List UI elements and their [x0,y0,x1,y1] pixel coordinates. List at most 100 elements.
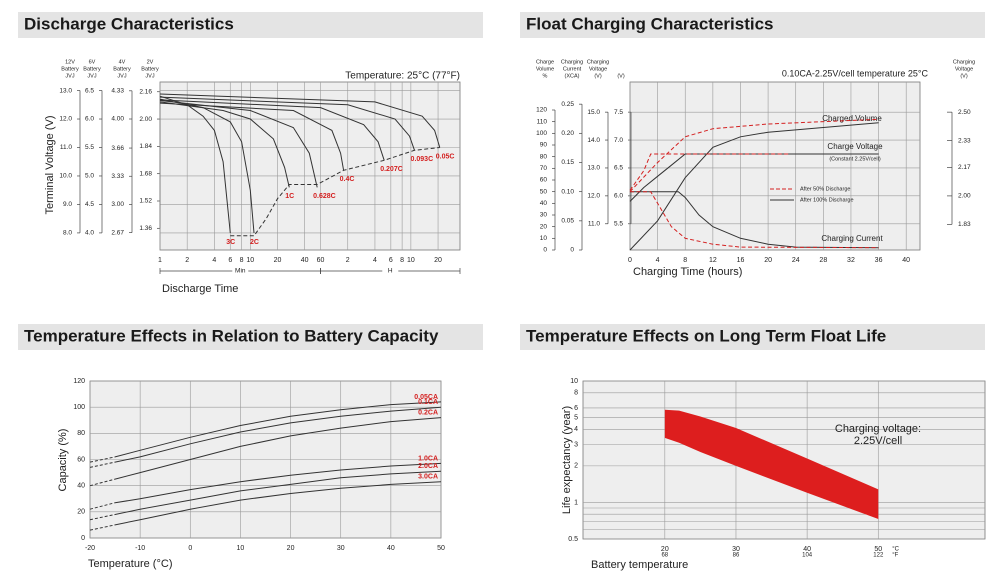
series-line [629,153,789,191]
y-tick-label: 2 [574,463,578,470]
y-tick-label: 20 [540,223,548,230]
y-tick-label: 1.84 [139,143,152,150]
series-line [89,481,442,531]
series-line [89,417,442,487]
x-tick-label: 1 [158,257,162,264]
y-tick-label: 3.33 [111,173,124,180]
plot-area [629,81,921,251]
series-line [159,100,318,188]
x-tick-label: -10 [135,545,145,552]
axis-header: JVJ [117,73,126,79]
y-tick-label: 10 [570,378,578,385]
x-tick-label: 4 [373,257,377,264]
x-tick-label: 40 [387,545,395,552]
series-line [629,122,879,251]
x-tick-label: 20 [287,545,295,552]
x-tick-label: 40 [902,257,910,264]
axis-header: 12V [65,59,75,65]
y-tick-label: 4.5 [85,201,94,208]
axis-header: % [543,73,548,79]
y-tick-label: 20 [77,509,85,516]
x-tick-label: 10 [246,257,254,264]
x-tick-label: 0 [188,545,192,552]
y-tick-label: 2.50 [958,109,971,116]
y-tick-label: 1.52 [139,198,152,205]
x-tick-label: 12 [709,257,717,264]
series-label: 3C [226,239,235,246]
x-tick-label: 40 [803,546,811,553]
axis-header: (V) [617,73,625,79]
axis-header: 2V [147,59,154,65]
y-tick-label: 6.0 [614,193,623,200]
axis-header: JVJ [87,73,96,79]
x-axis-label: Discharge Time [162,283,238,295]
y-tick-label: 7.5 [614,109,623,116]
y-tick-label: 11.0 [588,220,601,227]
y-tick-label: 15.0 [587,109,600,116]
y-tick-label: 2.17 [958,164,971,171]
x-tick-label-f: 122 [873,553,884,559]
axis-header: (XCA) [565,73,580,79]
axis-header: Battery [113,66,131,72]
annotation: Charging Current [821,234,883,243]
y-tick-label: 40 [77,483,85,490]
y-tick-label: 12.0 [59,116,72,123]
y-tick-label: 70 [540,165,548,172]
y-tick-label: 13.0 [59,87,72,94]
y-tick-label: 6.5 [614,165,623,172]
x-tick-label: 36 [875,257,883,264]
axis-header: Charging [953,59,975,65]
x-tick-label: 8 [400,257,404,264]
y-tick-label: 100 [73,404,85,411]
y-axis-label: Life expectancy (year) [561,406,573,514]
axis-header: Voltage [955,66,973,72]
series-label: 0.093C [411,156,434,163]
axis-header: Charge [536,59,554,65]
axis-header: Battery [61,66,79,72]
series-line [159,101,290,188]
y-tick-label: 0.25 [561,101,574,108]
chart-title: Temperature Effects in Relation to Batte… [24,326,439,345]
chart-title: Temperature Effects on Long Term Float L… [526,326,886,345]
x-tick-label: 30 [732,546,740,553]
axis-header: 4V [119,59,126,65]
x-tick-label: 20 [274,257,282,264]
annotation: 2.25V/cell [854,435,902,447]
x-tick-label: 0 [628,257,632,264]
plot-area [159,81,461,251]
x-tick-label: 10 [237,545,245,552]
x-axis-label: Charging Time (hours) [633,266,742,278]
chart-title: Discharge Characteristics [24,14,234,33]
x-tick-label: 4 [656,257,660,264]
y-tick-label: 6.5 [85,87,94,94]
x-axis-label: Temperature (°C) [88,558,172,570]
series-line [89,462,442,510]
x-tick-label: 20 [434,257,442,264]
x-tick-label: 6 [228,257,232,264]
series-line [159,93,441,148]
x-tick-label: -20 [85,545,95,552]
y-tick-label: 80 [77,430,85,437]
y-tick-label: 12.0 [587,193,600,200]
x-tick-label-f: 86 [733,553,740,559]
axis-header: Battery [141,66,159,72]
series-line [630,191,879,249]
y-tick-label: 100 [536,130,547,137]
x-tick-label: 10 [407,257,415,264]
y-tick-label: 30 [540,212,548,219]
y-tick-label: 2.16 [139,88,152,95]
y-tick-label: 4 [574,426,578,433]
y-tick-label: 2.00 [958,193,971,200]
axis-header: Charging [587,59,609,65]
series-label: 3.0CA [418,474,438,481]
y-axis-label: Terminal Voltage (V) [44,115,56,214]
y-tick-label: 5.5 [614,220,623,227]
series-line [159,102,345,171]
band [664,409,879,519]
y-tick-label: 6.0 [85,116,94,123]
y-tick-label: 2.67 [111,229,124,236]
series-line [89,401,442,463]
x-axis-label: Battery temperature [591,559,688,571]
title-bar [18,324,483,350]
